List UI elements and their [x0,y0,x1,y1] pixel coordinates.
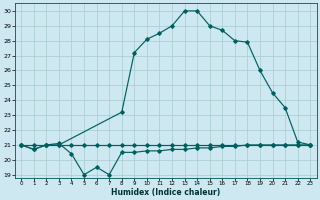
X-axis label: Humidex (Indice chaleur): Humidex (Indice chaleur) [111,188,220,197]
